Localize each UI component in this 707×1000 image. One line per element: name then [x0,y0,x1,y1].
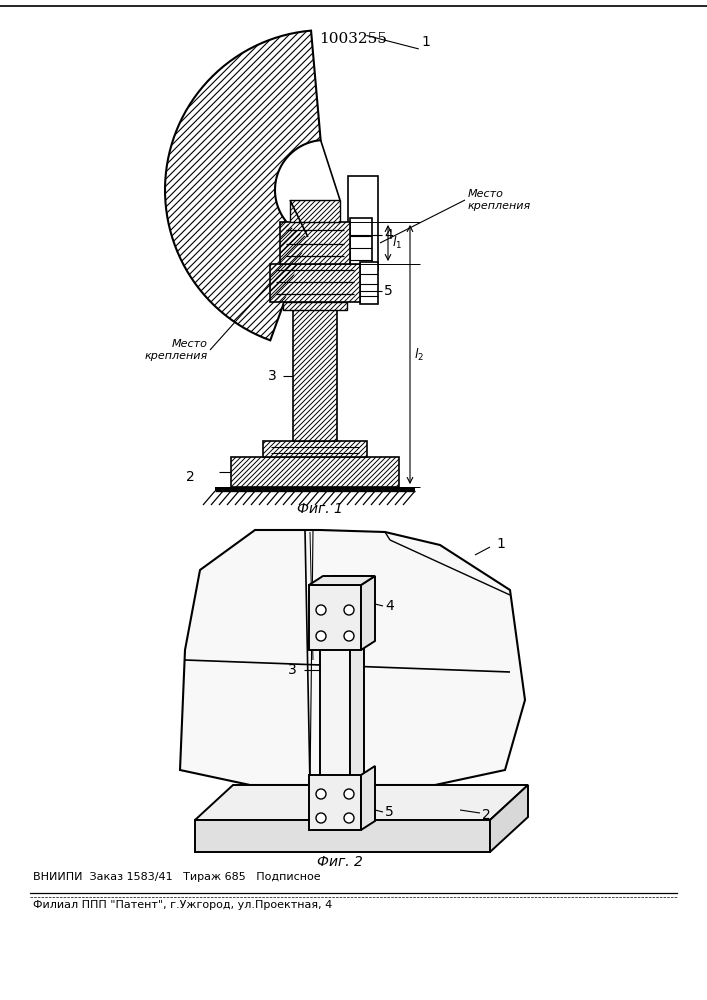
Polygon shape [309,585,361,650]
Text: ВНИИПИ  Заказ 1583/41   Тираж 685   Подписное: ВНИИПИ Заказ 1583/41 Тираж 685 Подписное [33,872,321,882]
Bar [215,487,415,491]
Circle shape [344,631,354,641]
Text: 4: 4 [384,228,393,242]
Polygon shape [280,222,350,264]
Polygon shape [490,785,528,852]
Circle shape [316,631,326,641]
Polygon shape [290,200,340,222]
Polygon shape [309,576,375,585]
Text: $l_1$: $l_1$ [392,235,402,251]
Polygon shape [231,457,399,487]
Polygon shape [195,785,528,820]
Text: 1: 1 [496,537,505,551]
Polygon shape [165,31,321,340]
Polygon shape [361,766,375,830]
Bar [350,218,372,268]
Text: Место
крепления: Место крепления [468,189,531,211]
Text: 4: 4 [385,599,394,613]
Text: 3: 3 [268,369,276,383]
Polygon shape [350,576,364,785]
Polygon shape [293,310,337,441]
Text: 5: 5 [384,284,393,298]
Circle shape [344,789,354,799]
Circle shape [316,789,326,799]
Text: 5: 5 [385,805,394,819]
Circle shape [344,605,354,615]
Polygon shape [263,441,367,457]
Text: 3: 3 [288,663,297,677]
Text: Место
крепления: Место крепления [145,339,208,361]
Text: Филиал ППП "Патент", г.Ужгород, ул.Проектная, 4: Филиал ППП "Патент", г.Ужгород, ул.Проек… [33,900,332,910]
Polygon shape [320,585,350,785]
Text: $l_2$: $l_2$ [414,346,424,363]
Bar [360,262,378,304]
Text: 2: 2 [482,808,491,822]
Polygon shape [309,775,361,830]
Text: Фиг. 1: Фиг. 1 [297,502,343,516]
Circle shape [316,605,326,615]
Bar [348,176,378,270]
Polygon shape [361,576,375,650]
Text: Фиг. 2: Фиг. 2 [317,855,363,869]
Polygon shape [320,576,364,585]
Polygon shape [180,530,525,785]
Polygon shape [270,264,360,302]
Polygon shape [283,302,347,310]
Text: 2: 2 [186,470,194,484]
Circle shape [316,813,326,823]
Circle shape [344,813,354,823]
Polygon shape [195,820,490,852]
Text: 1: 1 [422,35,431,49]
Text: 1003255: 1003255 [319,32,387,46]
